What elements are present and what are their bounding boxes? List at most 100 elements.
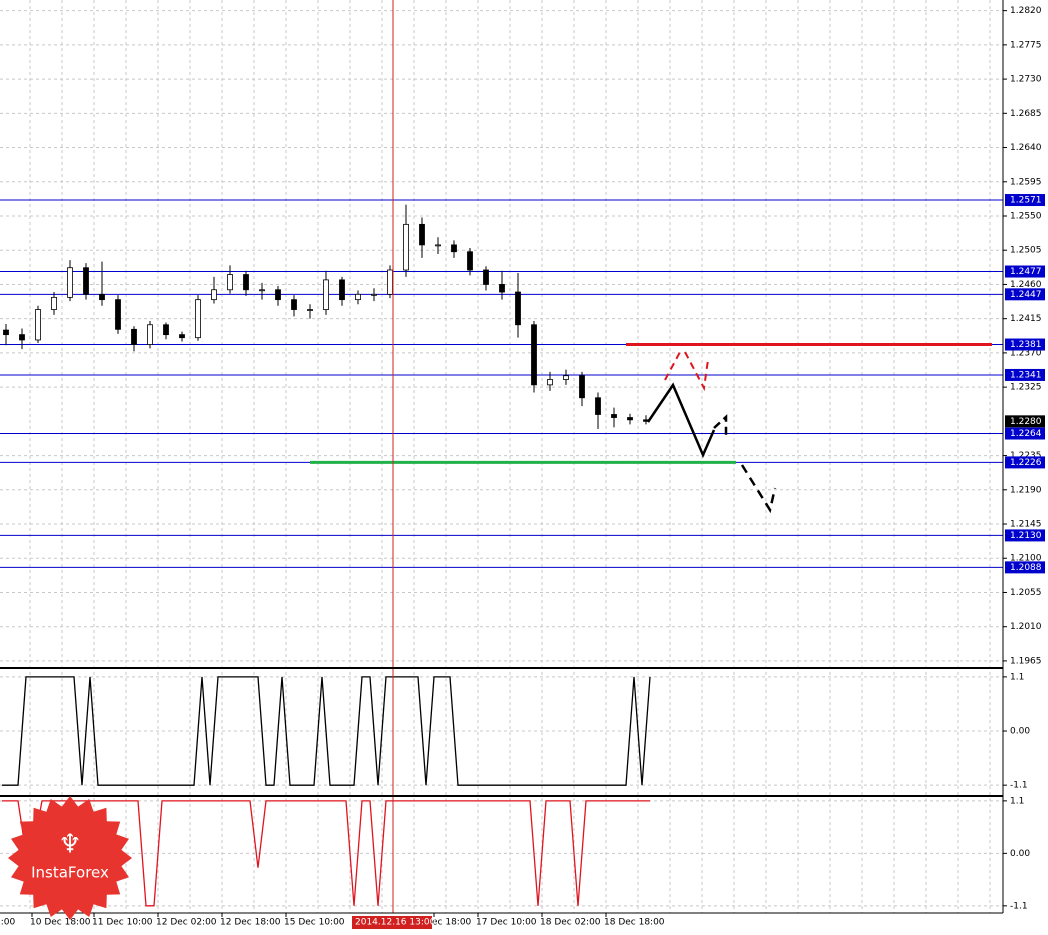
last-price-label: 1.2280 <box>1010 417 1042 427</box>
candle-body <box>67 267 73 298</box>
highlight-box <box>352 916 432 929</box>
candle-body <box>147 324 153 345</box>
level-label-box <box>1005 288 1045 301</box>
level-label: 1.2381 <box>1010 340 1042 350</box>
y-tick-label: 0.00 <box>1010 849 1030 859</box>
plot <box>0 199 1003 907</box>
candle-body <box>275 289 281 301</box>
candle-body <box>483 269 489 285</box>
candle-body <box>291 299 297 310</box>
candle-body <box>19 334 25 341</box>
candle-body <box>451 244 457 253</box>
candle-body <box>355 293 361 301</box>
candle-body <box>3 329 9 336</box>
level-label-box <box>1005 338 1045 351</box>
y-tick-label: 1.2055 <box>1010 588 1042 598</box>
level-label-box <box>1005 368 1045 381</box>
level-label-box <box>1005 427 1045 440</box>
grid <box>0 0 1003 913</box>
candle-body <box>227 274 233 291</box>
y-tick-label: 1.2145 <box>1010 520 1042 530</box>
level-label-box <box>1005 529 1045 542</box>
level-label: 1.2226 <box>1010 458 1042 468</box>
forecast-path <box>646 382 716 459</box>
level-label-box <box>1005 265 1045 278</box>
y-tick-label: 1.2730 <box>1010 75 1042 85</box>
x-tick-label: 2:00 <box>0 918 15 928</box>
y-tick-label: 1.2505 <box>1010 246 1042 256</box>
level-label: 1.2264 <box>1010 429 1042 439</box>
level-label-box <box>1005 561 1045 574</box>
forecast-path <box>740 464 777 514</box>
candle-body <box>339 279 345 301</box>
candle-body <box>419 223 425 246</box>
x-tick-label: 18 Dec 18:00 <box>604 918 665 928</box>
logo-icon: ♆ <box>58 830 81 860</box>
y-tick-label: 1.1965 <box>1010 656 1042 666</box>
x-tick-label: 17 Dec 10:00 <box>476 918 537 928</box>
forecast-path <box>713 414 728 436</box>
x-tick-label: 11 Dec 10:00 <box>92 918 153 928</box>
y-tick-label: 1.1 <box>1010 796 1024 806</box>
y-tick-label: 1.2460 <box>1010 280 1042 290</box>
y-tick-label: 1.2775 <box>1010 40 1042 50</box>
axis: 1.2820 1.2775 1.2730 1.2685 1.2640 1.2595 1.25… <box>0 6 1045 929</box>
candle-body <box>547 379 553 386</box>
candle-body <box>499 284 505 293</box>
candle-body <box>467 251 473 271</box>
candle-body <box>211 289 217 301</box>
level-label: 1.2341 <box>1010 370 1042 380</box>
indicator-line <box>2 800 650 907</box>
y-tick-label: 1.2640 <box>1010 143 1042 153</box>
candle-body <box>627 417 633 421</box>
candle-body <box>611 414 617 418</box>
y-tick-label: -1.1 <box>1010 901 1028 911</box>
x-tick-label: 15 Dec 10:00 <box>284 918 345 928</box>
candle-body <box>115 299 121 330</box>
y-tick-label: 1.2685 <box>1010 109 1042 119</box>
candle-body <box>195 299 201 339</box>
y-tick-label: 1.2595 <box>1010 177 1042 187</box>
y-tick-label: 1.2820 <box>1010 6 1042 16</box>
y-tick-label: 1.2190 <box>1010 485 1042 495</box>
last-price-box <box>1005 415 1045 428</box>
logo: ♆ InstaForex <box>8 796 132 920</box>
candle-body <box>163 324 169 336</box>
level-label: 1.2571 <box>1010 196 1042 206</box>
logo-badge <box>8 796 132 920</box>
x-tick-label: ec 18:00 <box>432 918 472 928</box>
level-label: 1.2130 <box>1010 531 1042 541</box>
y-tick-label: 1.2415 <box>1010 314 1042 324</box>
y-tick-label: 1.2550 <box>1010 211 1042 221</box>
candle-body <box>83 267 89 295</box>
candle-body <box>323 279 329 310</box>
y-tick-label: 1.2325 <box>1010 383 1042 393</box>
candle-body <box>179 334 185 339</box>
level-label: 1.2447 <box>1010 290 1042 300</box>
candle-body <box>579 375 585 399</box>
level-label-box <box>1005 194 1045 207</box>
candle-body <box>99 293 105 301</box>
y-tick-label: 1.2100 <box>1010 554 1042 564</box>
x-tick-label: 12 Dec 18:00 <box>220 918 281 928</box>
candle-body <box>531 324 537 386</box>
candle-body <box>595 397 601 415</box>
level-label: 1.2477 <box>1010 267 1042 277</box>
y-tick-label: -1.1 <box>1010 781 1028 791</box>
x-tick-label: 10 Dec 18:00 <box>30 918 91 928</box>
y-tick-label: 1.2370 <box>1010 348 1042 358</box>
candle-body <box>435 244 441 247</box>
logo-text: InstaForex <box>31 864 109 882</box>
y-tick-label: 0.00 <box>1010 727 1030 737</box>
y-tick-label: 1.2235 <box>1010 451 1042 461</box>
candle-body <box>403 223 409 271</box>
y-tick-label: 1.2010 <box>1010 622 1042 632</box>
x-tick-label: 12 Dec 02:00 <box>156 918 217 928</box>
highlight-label: 2014.12.16 13:00 <box>355 918 436 928</box>
forecast-path <box>664 351 681 381</box>
candle-body <box>35 309 41 341</box>
candle-body <box>387 269 393 295</box>
candle-body <box>51 296 57 310</box>
level-label: 1.2088 <box>1010 563 1042 573</box>
